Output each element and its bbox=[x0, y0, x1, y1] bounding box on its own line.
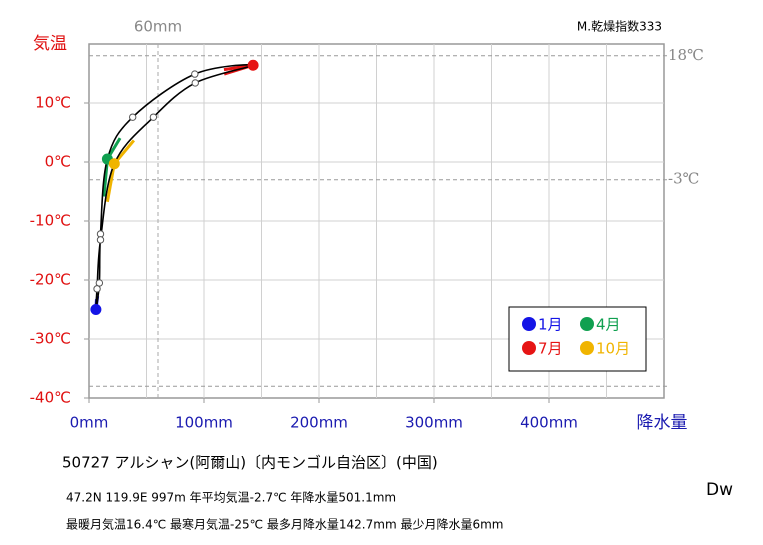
x-tick-label: 300mm bbox=[405, 414, 463, 432]
x-tick-label: 200mm bbox=[290, 414, 348, 432]
month-point bbox=[149, 113, 158, 121]
y-tick-label: -30℃ bbox=[30, 330, 71, 348]
info: 47.2N 119.9E 997m 年平均気温-2.7℃ 年降水量501.1mm bbox=[66, 490, 396, 505]
month-point bbox=[93, 285, 101, 293]
legend-label: 1月 bbox=[538, 316, 563, 334]
highlight-segment bbox=[105, 163, 116, 203]
legend-label: 4月 bbox=[596, 316, 621, 334]
y-tick-label: 10℃ bbox=[35, 94, 71, 112]
x-tick-label: 400mm bbox=[520, 414, 578, 432]
y-tick-label: -20℃ bbox=[30, 271, 71, 289]
legend-label: 7月 bbox=[538, 340, 563, 358]
x-tick-label: 100mm bbox=[175, 414, 233, 432]
dryness-index: M.乾燥指数333 bbox=[577, 19, 662, 34]
reference-label: -3℃ bbox=[668, 170, 699, 188]
station: 50727 アルシャン(阿爾山)〔内モンゴル自治区〕(中国) bbox=[62, 454, 438, 472]
month-point bbox=[129, 113, 137, 121]
legend-label: 10月 bbox=[596, 340, 630, 358]
month-point bbox=[108, 158, 120, 170]
y-tick-label: 0℃ bbox=[45, 153, 71, 171]
month-point bbox=[191, 70, 199, 78]
legend-marker bbox=[522, 317, 536, 331]
y-tick-label: -10℃ bbox=[30, 212, 71, 230]
legend-marker bbox=[580, 317, 594, 331]
month-point bbox=[96, 236, 105, 244]
month-point bbox=[247, 59, 259, 71]
legend-marker bbox=[580, 341, 594, 355]
y-title: 気温 bbox=[33, 34, 67, 54]
x-tick-label: 0mm bbox=[70, 414, 109, 432]
climate-code: Dw bbox=[706, 480, 733, 500]
info: 最暖月気温16.4℃ 最寒月気温-25℃ 最多月降水量142.7mm 最少月降水… bbox=[66, 517, 503, 532]
y-tick-label: -40℃ bbox=[30, 389, 71, 407]
x-title: 降水量 bbox=[637, 413, 688, 433]
month-point bbox=[191, 79, 199, 87]
month-point bbox=[90, 304, 102, 315]
reference-label: 18℃ bbox=[668, 46, 704, 64]
highlight-segment bbox=[102, 158, 109, 197]
legend-marker bbox=[522, 341, 536, 355]
reference-label: 60mm bbox=[134, 18, 182, 36]
